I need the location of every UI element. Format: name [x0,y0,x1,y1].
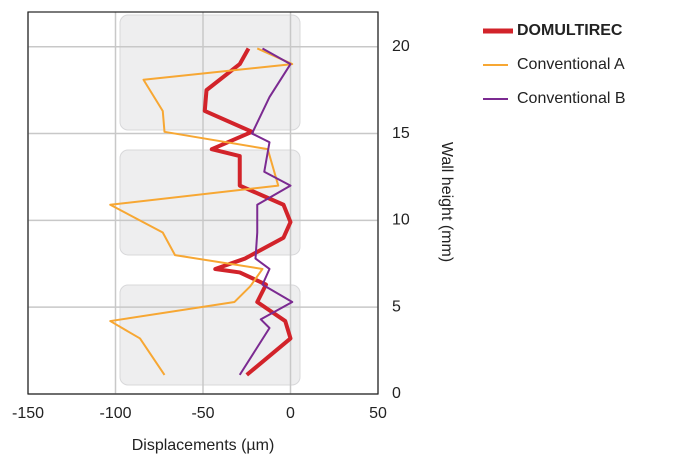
background-blocks [119,14,301,386]
x-tick-label: -100 [99,405,131,422]
x-tick-label: -50 [191,405,214,422]
series-line [109,47,294,376]
y-tick-label: 5 [392,298,401,315]
plot-frame [27,11,379,395]
y-tick-label: 0 [392,385,401,402]
y-tick-label: 10 [392,212,410,229]
x-tick-label: 0 [286,405,295,422]
legend-label: Conventional B [517,90,626,107]
x-tick-label: 50 [369,405,387,422]
y-tick-label: 15 [392,125,410,142]
y-axis-label: Wall height (mm) [438,142,455,262]
x-axis-label: Displacements (µm) [132,437,275,454]
legend-label: DOMULTIREC [517,22,623,39]
x-tick-label: -150 [12,405,44,422]
series-line [202,47,293,377]
legend-label: Conventional A [517,56,625,73]
y-tick-label: 20 [392,38,410,55]
series-line [238,47,294,376]
